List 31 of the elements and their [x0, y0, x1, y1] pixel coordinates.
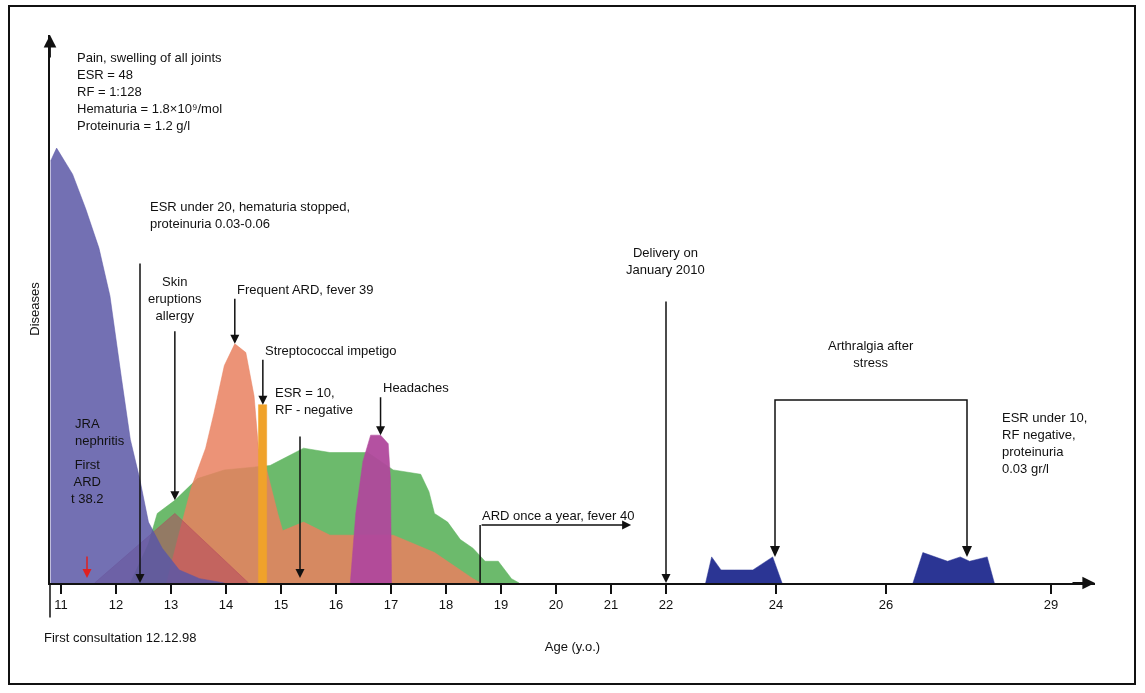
annotation: First ARD t 38.2 [71, 457, 104, 506]
annotation: Delivery on January 2010 [626, 245, 705, 277]
annotation: Streptococcal impetigo [265, 343, 397, 358]
annotation: ARD once a year, fever 40 [482, 508, 635, 523]
annotation: Frequent ARD, fever 39 [237, 282, 374, 297]
annotation: ESR = 10, RF - negative [275, 385, 354, 417]
text: First consultation 12.12.98 [44, 630, 197, 645]
x-tick-label: 26 [878, 597, 894, 613]
annotation: Skin eruptions allergy [148, 274, 202, 323]
annotation: Headaches [383, 380, 450, 395]
annotation: ESR under 20, hematuria stopped, proteinuria 0.03-0.06 [150, 199, 351, 231]
x-tick-label: 13 [163, 597, 179, 613]
x-tick-label: 19 [493, 597, 509, 613]
annotation: ESR under 10, RF negative, proteinuria 0.03 gr/l [1002, 410, 1088, 476]
annotation: Arthralgia after stress [828, 338, 914, 370]
x-tick-label: 20 [548, 597, 564, 613]
x-tick-label: 17 [383, 597, 399, 613]
x-axis-title: Age (y.o.) [544, 638, 601, 654]
x-tick-label: 21 [603, 597, 619, 613]
x-tick-label: 14 [218, 597, 234, 613]
y-axis-title: Diseases [26, 281, 42, 336]
x-tick-label: 24 [768, 597, 784, 613]
x-tick-label: 29 [1043, 597, 1059, 613]
x-tick-label: 16 [328, 597, 344, 613]
text: Pain, swelling of all joints ESR = 48 RF = 1:128 Hematuria = 1.8×10⁹/mol Proteinuria = 1.2 g/l [77, 50, 223, 133]
series-label: JRA nephritis [75, 416, 125, 448]
x-tick-label: 12 [108, 597, 124, 613]
x-tick-label: 18 [438, 597, 454, 613]
x-tick-label: 22 [658, 597, 674, 613]
x-tick-label: 11 [54, 597, 68, 613]
x-tick-label: 15 [273, 597, 289, 613]
